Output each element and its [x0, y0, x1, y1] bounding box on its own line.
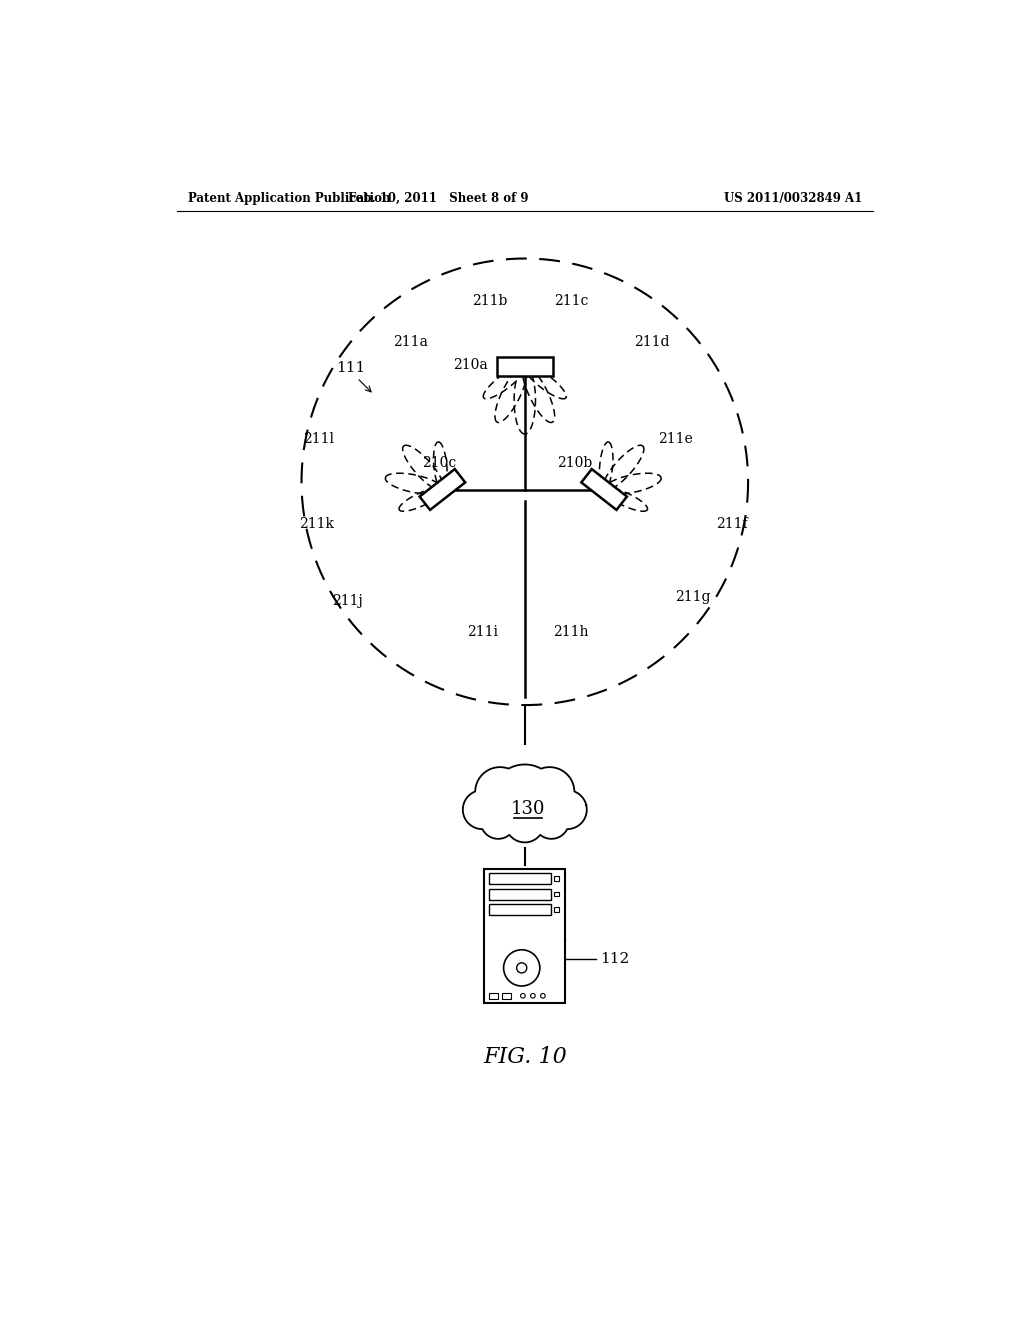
Text: Patent Application Publication: Patent Application Publication	[188, 191, 391, 205]
Text: 111: 111	[336, 360, 366, 375]
Circle shape	[517, 962, 526, 973]
Bar	[497, 358, 553, 376]
Bar	[554, 892, 559, 896]
Text: 112: 112	[600, 952, 629, 966]
Text: 211h: 211h	[553, 624, 589, 639]
Circle shape	[520, 994, 525, 998]
Text: 210a: 210a	[453, 358, 487, 372]
Circle shape	[541, 994, 545, 998]
Text: 211c: 211c	[554, 294, 588, 308]
Text: 210b: 210b	[557, 455, 593, 470]
Text: 211j: 211j	[333, 594, 364, 609]
Bar	[484, 869, 565, 1003]
Text: 211i: 211i	[467, 624, 498, 639]
Bar	[489, 874, 551, 884]
Text: 211g: 211g	[675, 590, 711, 605]
Bar	[489, 888, 551, 899]
Bar	[554, 876, 559, 880]
Text: 211a: 211a	[393, 335, 428, 348]
Bar	[554, 907, 559, 912]
Text: 211l: 211l	[303, 433, 334, 446]
Circle shape	[504, 950, 540, 986]
Text: US 2011/0032849 A1: US 2011/0032849 A1	[724, 191, 862, 205]
Text: 211f: 211f	[716, 517, 748, 531]
Text: FIG. 10: FIG. 10	[483, 1047, 566, 1068]
Text: Feb. 10, 2011   Sheet 8 of 9: Feb. 10, 2011 Sheet 8 of 9	[348, 191, 528, 205]
Text: 211d: 211d	[634, 335, 670, 348]
Text: 211b: 211b	[472, 294, 508, 308]
Text: 130: 130	[511, 800, 545, 818]
Circle shape	[530, 994, 536, 998]
Bar	[489, 994, 499, 999]
Bar	[502, 994, 511, 999]
Text: 210c: 210c	[422, 455, 457, 470]
Text: 211k: 211k	[299, 517, 334, 531]
Text: 211e: 211e	[658, 433, 693, 446]
Bar	[420, 469, 465, 510]
Bar	[489, 904, 551, 915]
Bar	[582, 469, 627, 510]
